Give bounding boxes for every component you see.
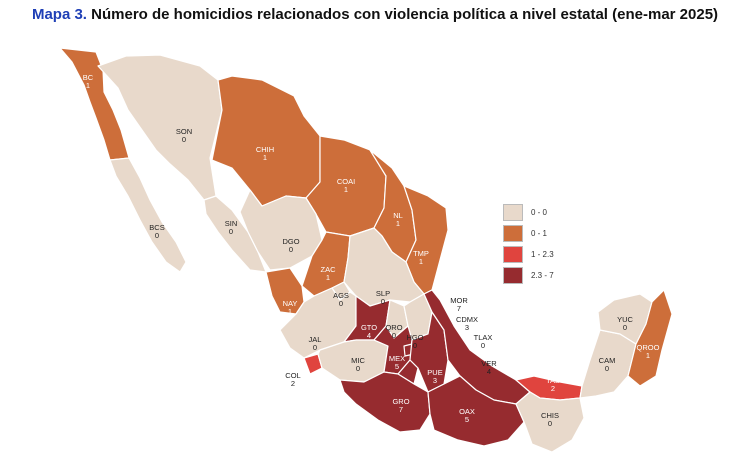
state-value-nay: 1 [288, 307, 292, 316]
state-value-ags: 0 [339, 299, 343, 308]
state-label-pue: PUE [427, 368, 442, 377]
state-label-oax: OAX [459, 407, 475, 416]
state-value-yuc: 0 [623, 323, 627, 332]
state-value-tmp: 1 [419, 257, 423, 266]
state-value-hgo: 0 [413, 341, 417, 350]
state-value-cam: 0 [605, 364, 609, 373]
state-value-mic: 0 [356, 364, 360, 373]
state-value-jal: 0 [313, 343, 317, 352]
state-value-nl: 1 [396, 219, 400, 228]
legend-label: 0 - 1 [531, 229, 548, 238]
state-value-qro: 0 [392, 331, 396, 340]
legend-item: 0 - 1 [503, 223, 554, 244]
state-label-nl: NL [393, 211, 403, 220]
state-label-nay: NAY [283, 299, 298, 308]
state-value-dgo: 0 [289, 245, 293, 254]
state-label-coai: COAI [337, 177, 355, 186]
legend: 0 - 0 0 - 1 1 - 2.3 2.3 - 7 [503, 202, 554, 286]
state-label-cam: CAM [599, 356, 616, 365]
state-label-zac: ZAC [321, 265, 337, 274]
state-label-ags: AGS [333, 291, 349, 300]
state-label-tab: TAB [546, 376, 560, 385]
state-value-gto: 4 [367, 331, 371, 340]
state-value-slp: 0 [381, 297, 385, 306]
state-value-tlax: 0 [481, 341, 485, 350]
legend-item: 1 - 2.3 [503, 244, 554, 265]
map-title: Mapa 3. Número de homicidios relacionado… [0, 6, 750, 23]
state-value-mex: 5 [395, 362, 399, 371]
state-value-pue: 3 [433, 376, 437, 385]
state-value-qroo: 1 [646, 351, 650, 360]
state-label-ver: VER [481, 359, 497, 368]
state-label-cdmx: CDMX [456, 315, 478, 324]
state-value-ver: 4 [487, 367, 491, 376]
legend-swatch [503, 225, 523, 242]
state-chih [211, 75, 321, 207]
legend-label: 0 - 0 [531, 208, 548, 217]
legend-item: 0 - 0 [503, 202, 554, 223]
state-label-tlax: TLAX [474, 333, 493, 342]
state-value-sin: 0 [229, 227, 233, 236]
state-pue [409, 311, 449, 393]
state-label-bc: BC [83, 73, 94, 82]
legend-swatch [503, 246, 523, 263]
legend-swatch [503, 204, 523, 221]
state-label-mic: MIC [351, 356, 365, 365]
state-label-sin: SIN [225, 219, 238, 228]
state-label-gro: GRO [392, 397, 409, 406]
state-value-coai: 1 [344, 185, 348, 194]
state-value-son: 0 [182, 135, 186, 144]
state-value-mor: 7 [457, 304, 461, 313]
state-qroo [627, 289, 673, 387]
state-label-qroo: QROO [637, 343, 660, 352]
state-label-hgo: HGO [406, 333, 423, 342]
state-label-slp: SLP [376, 289, 390, 298]
state-label-mor: MOR [450, 296, 468, 305]
state-gro [339, 371, 431, 433]
state-value-tab: 2 [551, 384, 555, 393]
map-title-prefix: Mapa 3. [31, 6, 87, 23]
state-value-oax: 5 [465, 415, 469, 424]
state-label-col: COL [285, 371, 300, 380]
state-value-bc: 1 [86, 81, 90, 90]
state-label-son: SON [176, 127, 192, 136]
state-label-yuc: YUC [617, 315, 633, 324]
legend-label: 2.3 - 7 [531, 271, 554, 280]
state-value-zac: 1 [326, 273, 330, 282]
state-bcs [109, 157, 187, 273]
state-label-chis: CHIS [541, 411, 559, 420]
state-value-chih: 1 [263, 153, 267, 162]
state-value-col: 2 [291, 379, 295, 388]
state-value-gro: 7 [399, 405, 403, 414]
state-label-jal: JAL [309, 335, 322, 344]
state-value-cdmx: 3 [465, 323, 469, 332]
state-label-qro: QRO [385, 323, 402, 332]
state-label-bcs: BCS [149, 223, 164, 232]
state-label-gto: GTO [361, 323, 377, 332]
legend-swatch [503, 267, 523, 284]
state-value-chis: 0 [548, 419, 552, 428]
state-value-bcs: 0 [155, 231, 159, 240]
state-label-dgo: DGO [282, 237, 299, 246]
legend-label: 1 - 2.3 [531, 250, 554, 259]
state-label-tmp: TMP [413, 249, 429, 258]
state-label-chih: CHIH [256, 145, 274, 154]
state-label-mex: MEX [389, 354, 405, 363]
legend-item: 2.3 - 7 [503, 265, 554, 286]
map-title-text: Número de homicidios relacionados con vi… [91, 6, 719, 23]
